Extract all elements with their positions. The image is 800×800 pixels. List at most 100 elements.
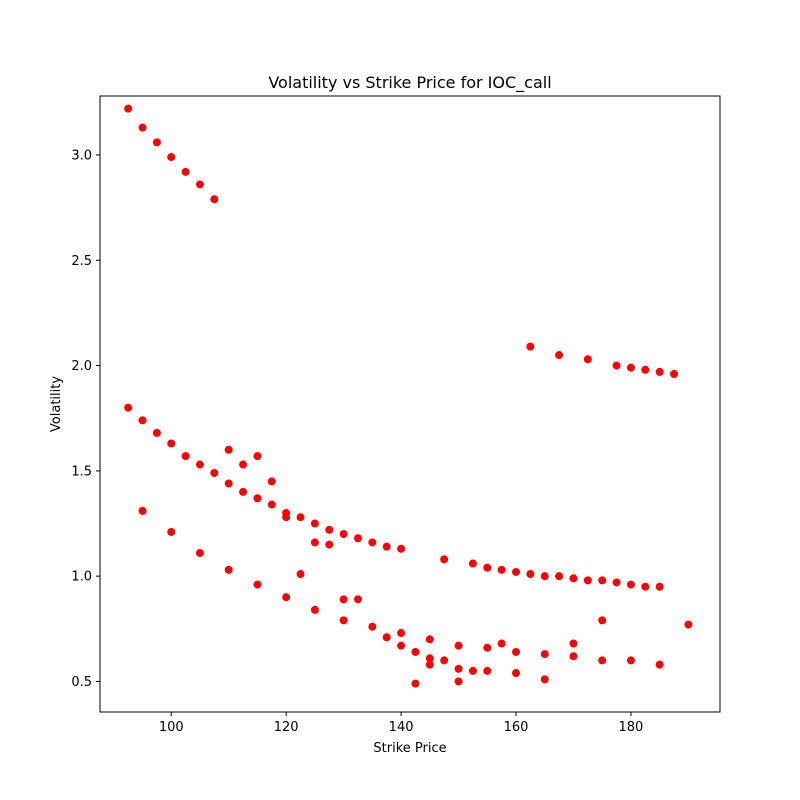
data-point-28 — [310, 519, 319, 528]
plot-frame — [99, 95, 721, 713]
data-point-25 — [267, 500, 276, 509]
data-point-13 — [655, 367, 664, 376]
data-point-11 — [626, 363, 635, 372]
data-point-71 — [397, 641, 406, 650]
data-point-40 — [310, 538, 319, 547]
data-point-53 — [612, 578, 621, 587]
data-point-89 — [569, 639, 578, 648]
x-tick-label: 120 — [274, 720, 299, 735]
y-tick-label: 2.5 — [71, 254, 92, 269]
data-point-44 — [483, 563, 492, 572]
data-point-1 — [138, 123, 147, 132]
data-point-21 — [210, 468, 219, 477]
data-point-7 — [526, 342, 535, 351]
data-point-10 — [612, 361, 621, 370]
x-tick-label: 180 — [619, 720, 644, 735]
data-point-34 — [397, 544, 406, 553]
data-point-91 — [598, 616, 607, 625]
data-point-43 — [468, 559, 477, 568]
data-point-55 — [641, 582, 650, 591]
data-point-19 — [181, 452, 190, 461]
data-point-48 — [540, 572, 549, 581]
data-point-5 — [195, 180, 204, 189]
data-point-65 — [339, 595, 348, 604]
x-axis-ticks: 100 120 140 160 180 — [159, 712, 644, 735]
data-point-74 — [425, 635, 434, 644]
x-tick-label: 160 — [504, 720, 529, 735]
data-point-6 — [210, 195, 219, 204]
data-point-78 — [454, 641, 463, 650]
data-point-4 — [181, 167, 190, 176]
data-point-45 — [497, 565, 506, 574]
data-point-20 — [195, 460, 204, 469]
data-point-70 — [397, 629, 406, 638]
data-point-67 — [339, 616, 348, 625]
data-point-52 — [598, 576, 607, 585]
y-tick-label: 0.5 — [71, 675, 92, 690]
data-point-61 — [253, 580, 262, 589]
data-point-59 — [195, 549, 204, 557]
y-tick-label: 1.0 — [71, 570, 92, 585]
data-point-94 — [655, 660, 664, 669]
data-point-82 — [483, 666, 492, 675]
x-tick-label: 100 — [159, 720, 184, 735]
data-point-90 — [569, 652, 578, 661]
data-point-31 — [354, 534, 362, 543]
data-point-68 — [368, 622, 377, 631]
data-point-35 — [224, 445, 233, 454]
y-tick-label: 3.0 — [71, 148, 92, 163]
data-point-2 — [152, 138, 161, 147]
data-point-18 — [167, 439, 176, 448]
data-point-37 — [253, 452, 262, 461]
data-point-51 — [583, 576, 592, 585]
y-tick-label: 1.5 — [71, 464, 92, 479]
data-point-81 — [468, 666, 477, 675]
data-point-50 — [569, 574, 578, 583]
data-point-60 — [224, 565, 233, 574]
data-point-64 — [310, 605, 319, 614]
data-point-86 — [512, 669, 521, 678]
y-tick-label: 2.0 — [71, 359, 92, 374]
data-point-23 — [239, 487, 248, 496]
data-point-75 — [425, 654, 434, 663]
data-point-24 — [253, 494, 262, 503]
y-axis-ticks: 0.5 1.0 1.5 2.0 2.5 3.0 — [71, 148, 100, 690]
data-point-47 — [526, 570, 535, 579]
data-point-29 — [325, 525, 334, 534]
data-point-62 — [282, 593, 291, 602]
data-point-73 — [411, 679, 420, 688]
data-point-46 — [512, 567, 521, 576]
data-point-39 — [282, 513, 291, 522]
data-point-95 — [684, 620, 693, 629]
data-point-87 — [540, 650, 549, 659]
data-point-42 — [440, 555, 449, 564]
chart-title: Volatility vs Strike Price for IOC_call — [268, 73, 551, 93]
data-point-66 — [354, 595, 362, 604]
data-point-58 — [167, 527, 176, 536]
x-axis-label: Strike Price — [373, 741, 446, 756]
data-point-41 — [325, 540, 334, 549]
data-point-77 — [440, 656, 449, 665]
data-point-57 — [138, 506, 147, 515]
data-point-8 — [555, 351, 564, 360]
data-point-49 — [555, 572, 564, 581]
data-point-69 — [382, 633, 391, 642]
data-point-54 — [626, 580, 635, 589]
data-point-32 — [368, 538, 377, 547]
data-point-92 — [598, 656, 607, 665]
data-point-80 — [454, 677, 463, 686]
data-point-76 — [425, 660, 434, 669]
data-point-63 — [296, 570, 305, 579]
data-point-36 — [239, 460, 248, 469]
data-point-12 — [641, 365, 650, 374]
data-point-56 — [655, 582, 664, 591]
data-point-93 — [626, 656, 635, 665]
data-point-17 — [152, 428, 161, 437]
data-point-88 — [540, 675, 549, 684]
data-point-30 — [339, 530, 348, 539]
y-axis-label: Volatility — [49, 376, 64, 432]
data-point-38 — [267, 477, 276, 486]
data-point-22 — [224, 479, 233, 488]
data-point-14 — [670, 369, 679, 378]
